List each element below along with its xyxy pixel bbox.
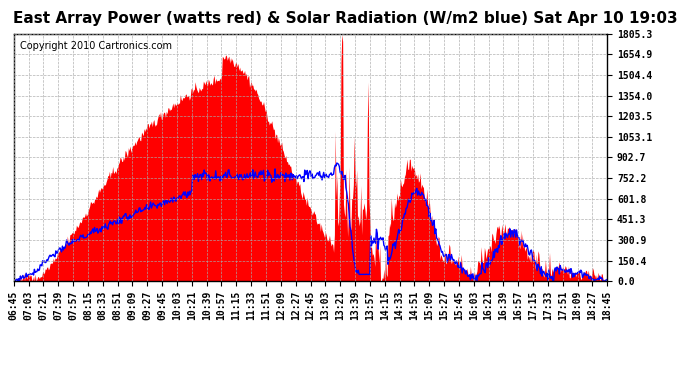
- Text: East Array Power (watts red) & Solar Radiation (W/m2 blue) Sat Apr 10 19:03: East Array Power (watts red) & Solar Rad…: [12, 11, 678, 26]
- Text: Copyright 2010 Cartronics.com: Copyright 2010 Cartronics.com: [20, 41, 172, 51]
